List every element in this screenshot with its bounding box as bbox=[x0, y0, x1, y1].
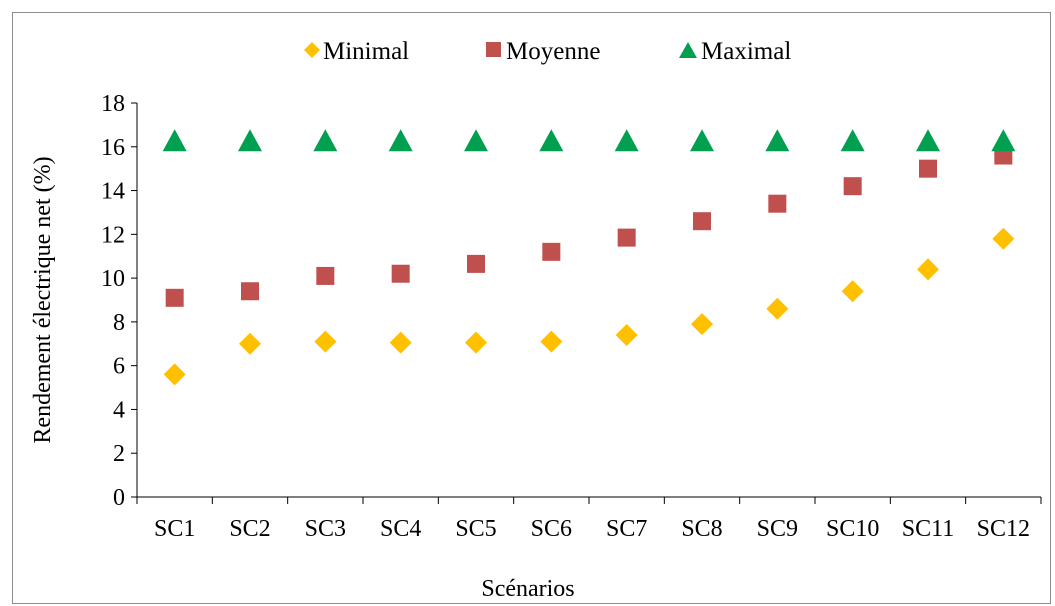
legend-label-maximal: Maximal bbox=[701, 38, 791, 65]
point-minimal bbox=[314, 330, 337, 353]
point-maximal bbox=[690, 129, 714, 152]
x-tick-label: SC2 bbox=[229, 516, 270, 542]
point-maximal bbox=[614, 129, 639, 152]
x-tick-label: SC3 bbox=[305, 516, 346, 542]
point-moyenne bbox=[843, 177, 862, 196]
y-tick-label: 14 bbox=[101, 179, 125, 205]
point-maximal bbox=[916, 129, 940, 152]
point-minimal bbox=[163, 363, 186, 386]
y-tick-label: 10 bbox=[101, 266, 125, 292]
point-maximal bbox=[388, 129, 413, 152]
x-tick-label: SC9 bbox=[757, 516, 798, 542]
point-maximal bbox=[162, 129, 187, 152]
point-moyenne bbox=[542, 242, 561, 261]
point-minimal bbox=[239, 332, 261, 355]
y-tick-label: 8 bbox=[113, 310, 125, 336]
y-tick-label: 4 bbox=[113, 397, 125, 423]
point-minimal bbox=[691, 313, 713, 336]
legend-label-moyenne: Moyenne bbox=[506, 38, 600, 65]
legend: Minimal Moyenne Maximal bbox=[304, 38, 791, 65]
legend-marker-maximal bbox=[679, 42, 697, 58]
legend-item-maximal: Maximal bbox=[679, 38, 791, 65]
x-tick-label: SC4 bbox=[380, 516, 421, 542]
point-maximal bbox=[840, 129, 865, 152]
x-tick-label: SC6 bbox=[531, 516, 572, 542]
y-axis-title: Rendement électrique net (%) bbox=[30, 156, 56, 443]
point-moyenne bbox=[165, 288, 184, 307]
plot-marks bbox=[162, 129, 1016, 386]
legend-label-minimal: Minimal bbox=[323, 38, 409, 65]
legend-marker-minimal bbox=[304, 42, 320, 58]
point-minimal bbox=[917, 258, 939, 281]
y-tick-label: 0 bbox=[113, 485, 125, 511]
point-maximal bbox=[313, 129, 338, 152]
legend-item-moyenne: Moyenne bbox=[486, 38, 600, 65]
x-tick-label: SC1 bbox=[154, 516, 195, 542]
point-moyenne bbox=[693, 212, 711, 231]
y-tick-label: 16 bbox=[101, 135, 125, 161]
point-minimal bbox=[389, 331, 412, 354]
y-tick-label: 18 bbox=[101, 91, 125, 117]
point-minimal bbox=[766, 297, 789, 320]
x-tick-label: SC11 bbox=[902, 516, 954, 542]
x-tick-label: SC7 bbox=[606, 516, 647, 542]
point-moyenne bbox=[768, 194, 787, 213]
legend-marker-moyenne bbox=[486, 42, 501, 57]
point-moyenne bbox=[919, 159, 937, 178]
point-minimal bbox=[540, 330, 563, 353]
x-tick-label: SC10 bbox=[826, 516, 879, 542]
point-minimal bbox=[841, 280, 864, 303]
point-moyenne bbox=[391, 264, 410, 283]
point-moyenne bbox=[617, 228, 636, 247]
point-moyenne bbox=[241, 282, 259, 301]
point-moyenne bbox=[467, 254, 485, 273]
chart-frame bbox=[12, 12, 1051, 604]
point-moyenne bbox=[316, 266, 335, 285]
point-minimal bbox=[615, 324, 638, 347]
point-maximal bbox=[539, 129, 564, 152]
point-minimal bbox=[465, 331, 487, 354]
x-tick-label: SC5 bbox=[455, 516, 496, 542]
axes: 0 2 4 6 8 10 12 14 16 18 SC1 SC2 SC3 SC4 SC5 SC6 SC7 SC8 S… bbox=[101, 91, 1042, 542]
point-maximal bbox=[765, 129, 790, 152]
y-tick-label: 12 bbox=[101, 222, 125, 248]
point-maximal bbox=[238, 129, 262, 152]
x-axis-title: Scénarios bbox=[481, 576, 574, 602]
x-tick-label: SC8 bbox=[681, 516, 722, 542]
point-maximal bbox=[464, 129, 488, 152]
y-tick-label: 2 bbox=[113, 441, 125, 467]
x-tick-label: SC12 bbox=[977, 516, 1030, 542]
point-maximal bbox=[991, 129, 1016, 152]
point-minimal bbox=[992, 227, 1015, 250]
legend-item-minimal: Minimal bbox=[304, 38, 409, 65]
y-tick-label: 6 bbox=[113, 354, 125, 380]
